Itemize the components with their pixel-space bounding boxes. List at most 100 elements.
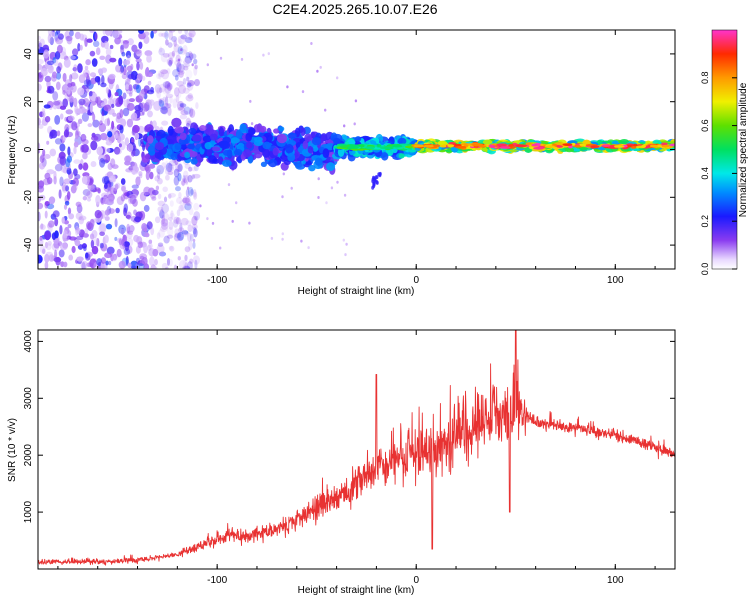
spectrogram-cell bbox=[62, 89, 66, 95]
spectrogram-cell bbox=[159, 225, 168, 232]
spectrogram-cell bbox=[169, 95, 173, 104]
spectrogram-cell bbox=[188, 127, 197, 135]
spectrogram-cell bbox=[183, 65, 189, 71]
spectrogram-cell bbox=[55, 72, 62, 80]
spectrogram-cell bbox=[183, 229, 187, 237]
spectrogram-cell bbox=[138, 137, 142, 147]
spectrogram-cell bbox=[94, 32, 98, 40]
spectrogram-cell bbox=[117, 133, 125, 141]
spectrogram-cell bbox=[166, 234, 174, 239]
spectrogram-cell bbox=[122, 234, 128, 244]
spectrogram-cell bbox=[354, 99, 358, 103]
spectrogram-cell bbox=[99, 55, 106, 61]
spectrogram-cell bbox=[38, 180, 45, 188]
spectrogram-cell bbox=[70, 54, 79, 61]
spectrogram-cell bbox=[73, 146, 77, 155]
spectrogram-cell bbox=[139, 255, 145, 260]
spectrogram-cell bbox=[147, 110, 153, 118]
spectrogram-cell bbox=[295, 163, 306, 170]
spectrogram-cell bbox=[111, 103, 115, 109]
spectrogram-cell bbox=[185, 69, 193, 79]
spectrogram-cell bbox=[99, 120, 103, 126]
spectrogram-cell bbox=[44, 115, 51, 123]
spectrogram-cell bbox=[38, 63, 43, 71]
spectrogram-cell bbox=[499, 146, 511, 149]
spectrogram-cell bbox=[159, 46, 163, 53]
spectrogram-cell bbox=[160, 32, 168, 38]
spectrogram-cell bbox=[168, 216, 173, 222]
spectrogram-cell bbox=[38, 202, 44, 210]
spectrogram-cell bbox=[185, 117, 191, 127]
spectrogram-cell bbox=[174, 87, 180, 97]
spectrogram-cell bbox=[181, 230, 189, 235]
spectrogram-cell bbox=[300, 127, 306, 136]
spectrogram-cell bbox=[134, 132, 140, 140]
spectrogram-cell bbox=[170, 210, 174, 218]
spectrogram-cell bbox=[281, 195, 284, 199]
spectrogram-cell bbox=[38, 83, 42, 92]
spectrogram-cell bbox=[95, 96, 99, 104]
spectrogram-cell bbox=[114, 36, 121, 45]
spectrogram-cell bbox=[38, 123, 44, 130]
spectrogram-cell bbox=[99, 242, 104, 249]
spectrogram-cell bbox=[314, 157, 323, 166]
spectrogram-cell bbox=[76, 227, 81, 235]
spectrogram-cell bbox=[161, 106, 169, 115]
spectrogram-cell bbox=[175, 162, 183, 172]
spectrogram-cell bbox=[125, 214, 131, 219]
spectrogram-cell bbox=[98, 122, 107, 133]
spectrogram-cell bbox=[134, 104, 142, 112]
spectrogram-cell bbox=[67, 224, 72, 229]
spectrogram-cell bbox=[78, 215, 87, 221]
spectrogram-cell bbox=[300, 239, 303, 243]
spectrogram-cell bbox=[182, 197, 190, 204]
spectrogram-cell bbox=[371, 185, 375, 190]
spectrogram-cell bbox=[59, 105, 67, 110]
spectrogram-cell bbox=[70, 81, 76, 87]
spectrogram-cell bbox=[67, 115, 75, 122]
spectrogram-cell bbox=[177, 106, 186, 112]
spectrogram-cell bbox=[179, 200, 186, 206]
spectrogram-cell bbox=[124, 241, 130, 252]
spectrogram-cell bbox=[156, 89, 162, 99]
spectrogram-cell bbox=[39, 38, 45, 47]
spectrogram-cell bbox=[75, 235, 84, 241]
spectrogram-cell bbox=[253, 136, 263, 143]
spectrogram-cell bbox=[174, 228, 180, 237]
spectrogram-cell bbox=[106, 117, 111, 126]
spectrogram-cell bbox=[171, 50, 176, 57]
spectrogram-cell bbox=[104, 252, 113, 259]
spectrogram-cell bbox=[354, 136, 362, 142]
spectrogram-cell bbox=[166, 58, 173, 66]
spectrogram-cell bbox=[148, 99, 155, 106]
spectrogram-cell bbox=[202, 135, 212, 143]
spectrogram-cell bbox=[227, 183, 231, 187]
spectrogram-cell bbox=[192, 226, 197, 235]
spectrogram-cell bbox=[373, 178, 377, 183]
spectrogram-cell bbox=[568, 145, 573, 149]
spectrogram-cell bbox=[188, 30, 196, 38]
spectrogram-cell bbox=[193, 252, 196, 256]
spectrogram-cell bbox=[171, 117, 182, 128]
spectrogram-cell bbox=[100, 257, 107, 264]
spectrogram-cell bbox=[162, 212, 170, 222]
spectrogram-cell bbox=[53, 59, 59, 67]
spectrogram-cell bbox=[49, 54, 54, 62]
spectrogram-cell bbox=[73, 159, 81, 164]
spectrogram-cell bbox=[180, 48, 183, 52]
spectrogram-cell bbox=[113, 146, 121, 155]
spectrogram-axes: -100 0 100 -40 -20 0 20 40 bbox=[23, 30, 675, 286]
spectrogram-cell bbox=[177, 49, 181, 55]
spectrogram-cell bbox=[183, 174, 190, 184]
spectrogram-cell bbox=[116, 196, 124, 206]
spectrogram-cell bbox=[273, 128, 280, 134]
spectrogram-cell bbox=[127, 38, 134, 46]
spectrogram-cell bbox=[41, 248, 46, 255]
spectrogram-cell bbox=[179, 102, 184, 108]
spectrogram-cell bbox=[38, 117, 42, 126]
spectrogram-cell bbox=[70, 72, 79, 80]
spectrogram-cell bbox=[46, 203, 55, 210]
spectrogram-cell bbox=[86, 38, 93, 43]
spectrogram-cell bbox=[192, 173, 201, 179]
spectrogram-cell bbox=[122, 39, 129, 45]
